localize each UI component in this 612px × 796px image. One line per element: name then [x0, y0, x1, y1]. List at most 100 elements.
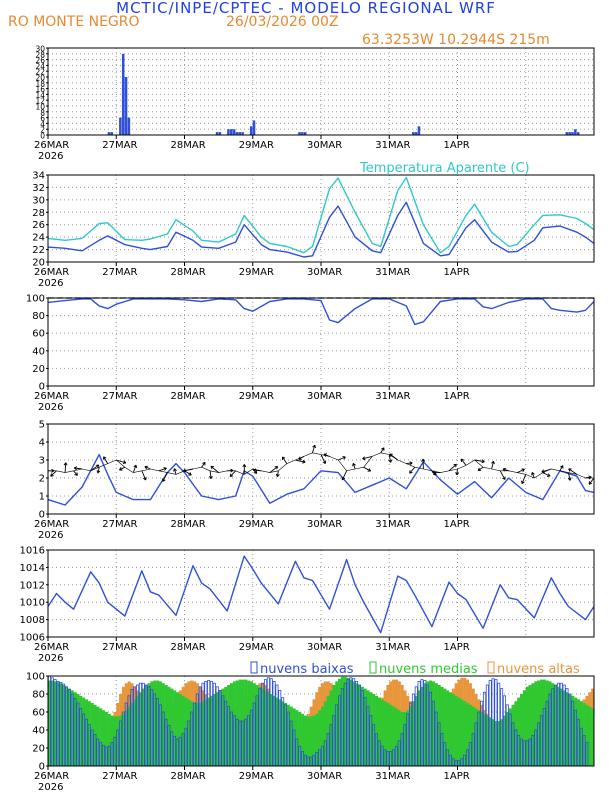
x-tick-label: 30MAR	[307, 519, 342, 530]
legend-swatch	[251, 662, 257, 673]
y-tick-label: 1	[39, 492, 45, 503]
y-tick-label: 1008	[20, 615, 45, 626]
legend-label: nuvens altas	[497, 662, 580, 677]
x-tick-label: 27MAR	[102, 140, 137, 151]
x-tick-label: 30MAR	[307, 771, 342, 782]
y-tick-label: 30	[35, 45, 45, 54]
x-tick-label: 29MAR	[239, 140, 274, 151]
cloud-bar-medium	[460, 699, 463, 766]
precip-bar	[418, 126, 421, 135]
precip-bar	[119, 118, 122, 135]
precip-bar	[574, 129, 577, 135]
cloud-bar-medium	[588, 707, 591, 766]
precip-bar	[253, 121, 256, 136]
x-tick-label: 27MAR	[102, 519, 137, 530]
x-tick-label: 31MAR	[375, 267, 410, 278]
y-tick-label: 4	[39, 438, 45, 449]
x-tick-label: 1APR	[444, 519, 470, 530]
x-tick-label: 31MAR	[375, 391, 410, 402]
x-tick-label: 29MAR	[239, 519, 274, 530]
y-tick-label: 20	[32, 744, 45, 755]
y-tick-label: 1014	[20, 563, 45, 574]
x-tick-label: 27MAR	[102, 771, 137, 782]
x-tick-label: 1APR	[444, 771, 470, 782]
x-tick-label: 1APR	[444, 391, 470, 402]
x-tick-label: 30MAR	[307, 140, 342, 151]
y-tick-label: 28	[32, 208, 45, 219]
y-tick-label: 60	[32, 708, 45, 719]
x-tick-label: 28MAR	[171, 642, 206, 653]
legend-swatch	[488, 662, 494, 673]
year-label: 2026	[38, 402, 63, 413]
y-tick-label: 24	[32, 233, 45, 244]
x-tick-label: 28MAR	[171, 140, 206, 151]
x-tick-label: 29MAR	[239, 267, 274, 278]
precip-bar	[125, 77, 128, 135]
x-tick-label: 26MAR	[34, 519, 69, 530]
x-tick-label: 26MAR	[34, 391, 69, 402]
run-time-label: 26/03/2026 00Z	[226, 14, 339, 30]
year-label: 2026	[38, 151, 63, 162]
year-label: 2026	[38, 782, 63, 792]
x-tick-label: 26MAR	[34, 267, 69, 278]
x-tick-label: 28MAR	[171, 519, 206, 530]
year-label: 2026	[38, 278, 63, 289]
precip-bar	[250, 126, 253, 135]
x-tick-label: 31MAR	[375, 519, 410, 530]
location-label: RO MONTE NEGRO	[8, 14, 140, 30]
x-tick-label: 31MAR	[375, 642, 410, 653]
x-tick-label: 31MAR	[375, 771, 410, 782]
temperature-line	[48, 202, 594, 257]
coords-label: 63.3253W 10.2944S 215m	[362, 32, 550, 48]
year-label: 2026	[38, 653, 63, 664]
year-label: 2026	[38, 530, 63, 541]
x-tick-label: 1APR	[444, 642, 470, 653]
x-tick-label: 28MAR	[171, 771, 206, 782]
y-tick-label: 34	[32, 171, 45, 182]
precip-bar	[227, 129, 230, 135]
y-tick-label: 26	[32, 220, 45, 231]
x-tick-label: 28MAR	[171, 267, 206, 278]
x-tick-label: 27MAR	[102, 267, 137, 278]
legend-label: nuvens baixas	[260, 662, 354, 677]
y-tick-label: 100	[26, 294, 45, 305]
x-tick-label: 31MAR	[375, 140, 410, 151]
cloud-bar-medium	[458, 698, 461, 766]
y-tick-label: 32	[32, 183, 45, 194]
x-tick-label: 26MAR	[34, 140, 69, 151]
y-tick-label: 30	[32, 195, 45, 206]
y-tick-label: 1010	[20, 598, 45, 609]
cloud-bar-medium	[455, 696, 458, 766]
x-tick-label: 26MAR	[34, 771, 69, 782]
legend-swatch	[370, 662, 376, 673]
legend-apparent-temp: Temperatura Aparente (C)	[359, 161, 530, 176]
x-tick-label: 30MAR	[307, 267, 342, 278]
precip-bar	[128, 118, 131, 135]
wind-speed-line	[48, 455, 594, 505]
precip-bar	[122, 54, 125, 135]
y-tick-label: 1012	[20, 580, 45, 591]
legend-label: nuvens medias	[379, 662, 478, 677]
precip-bar	[233, 129, 236, 135]
y-tick-label: 100	[26, 672, 45, 683]
cloud-bar-medium	[452, 694, 455, 766]
y-tick-label: 3	[39, 456, 45, 467]
y-tick-label: 5	[39, 420, 45, 431]
y-tick-label: 1016	[20, 546, 45, 557]
x-tick-label: 29MAR	[239, 771, 274, 782]
x-tick-label: 29MAR	[239, 391, 274, 402]
x-tick-label: 1APR	[444, 267, 470, 278]
x-tick-label: 1APR	[444, 140, 470, 151]
y-tick-label: 80	[32, 311, 45, 322]
precip-bar	[230, 129, 233, 135]
x-tick-label: 30MAR	[307, 391, 342, 402]
x-tick-label: 30MAR	[307, 642, 342, 653]
